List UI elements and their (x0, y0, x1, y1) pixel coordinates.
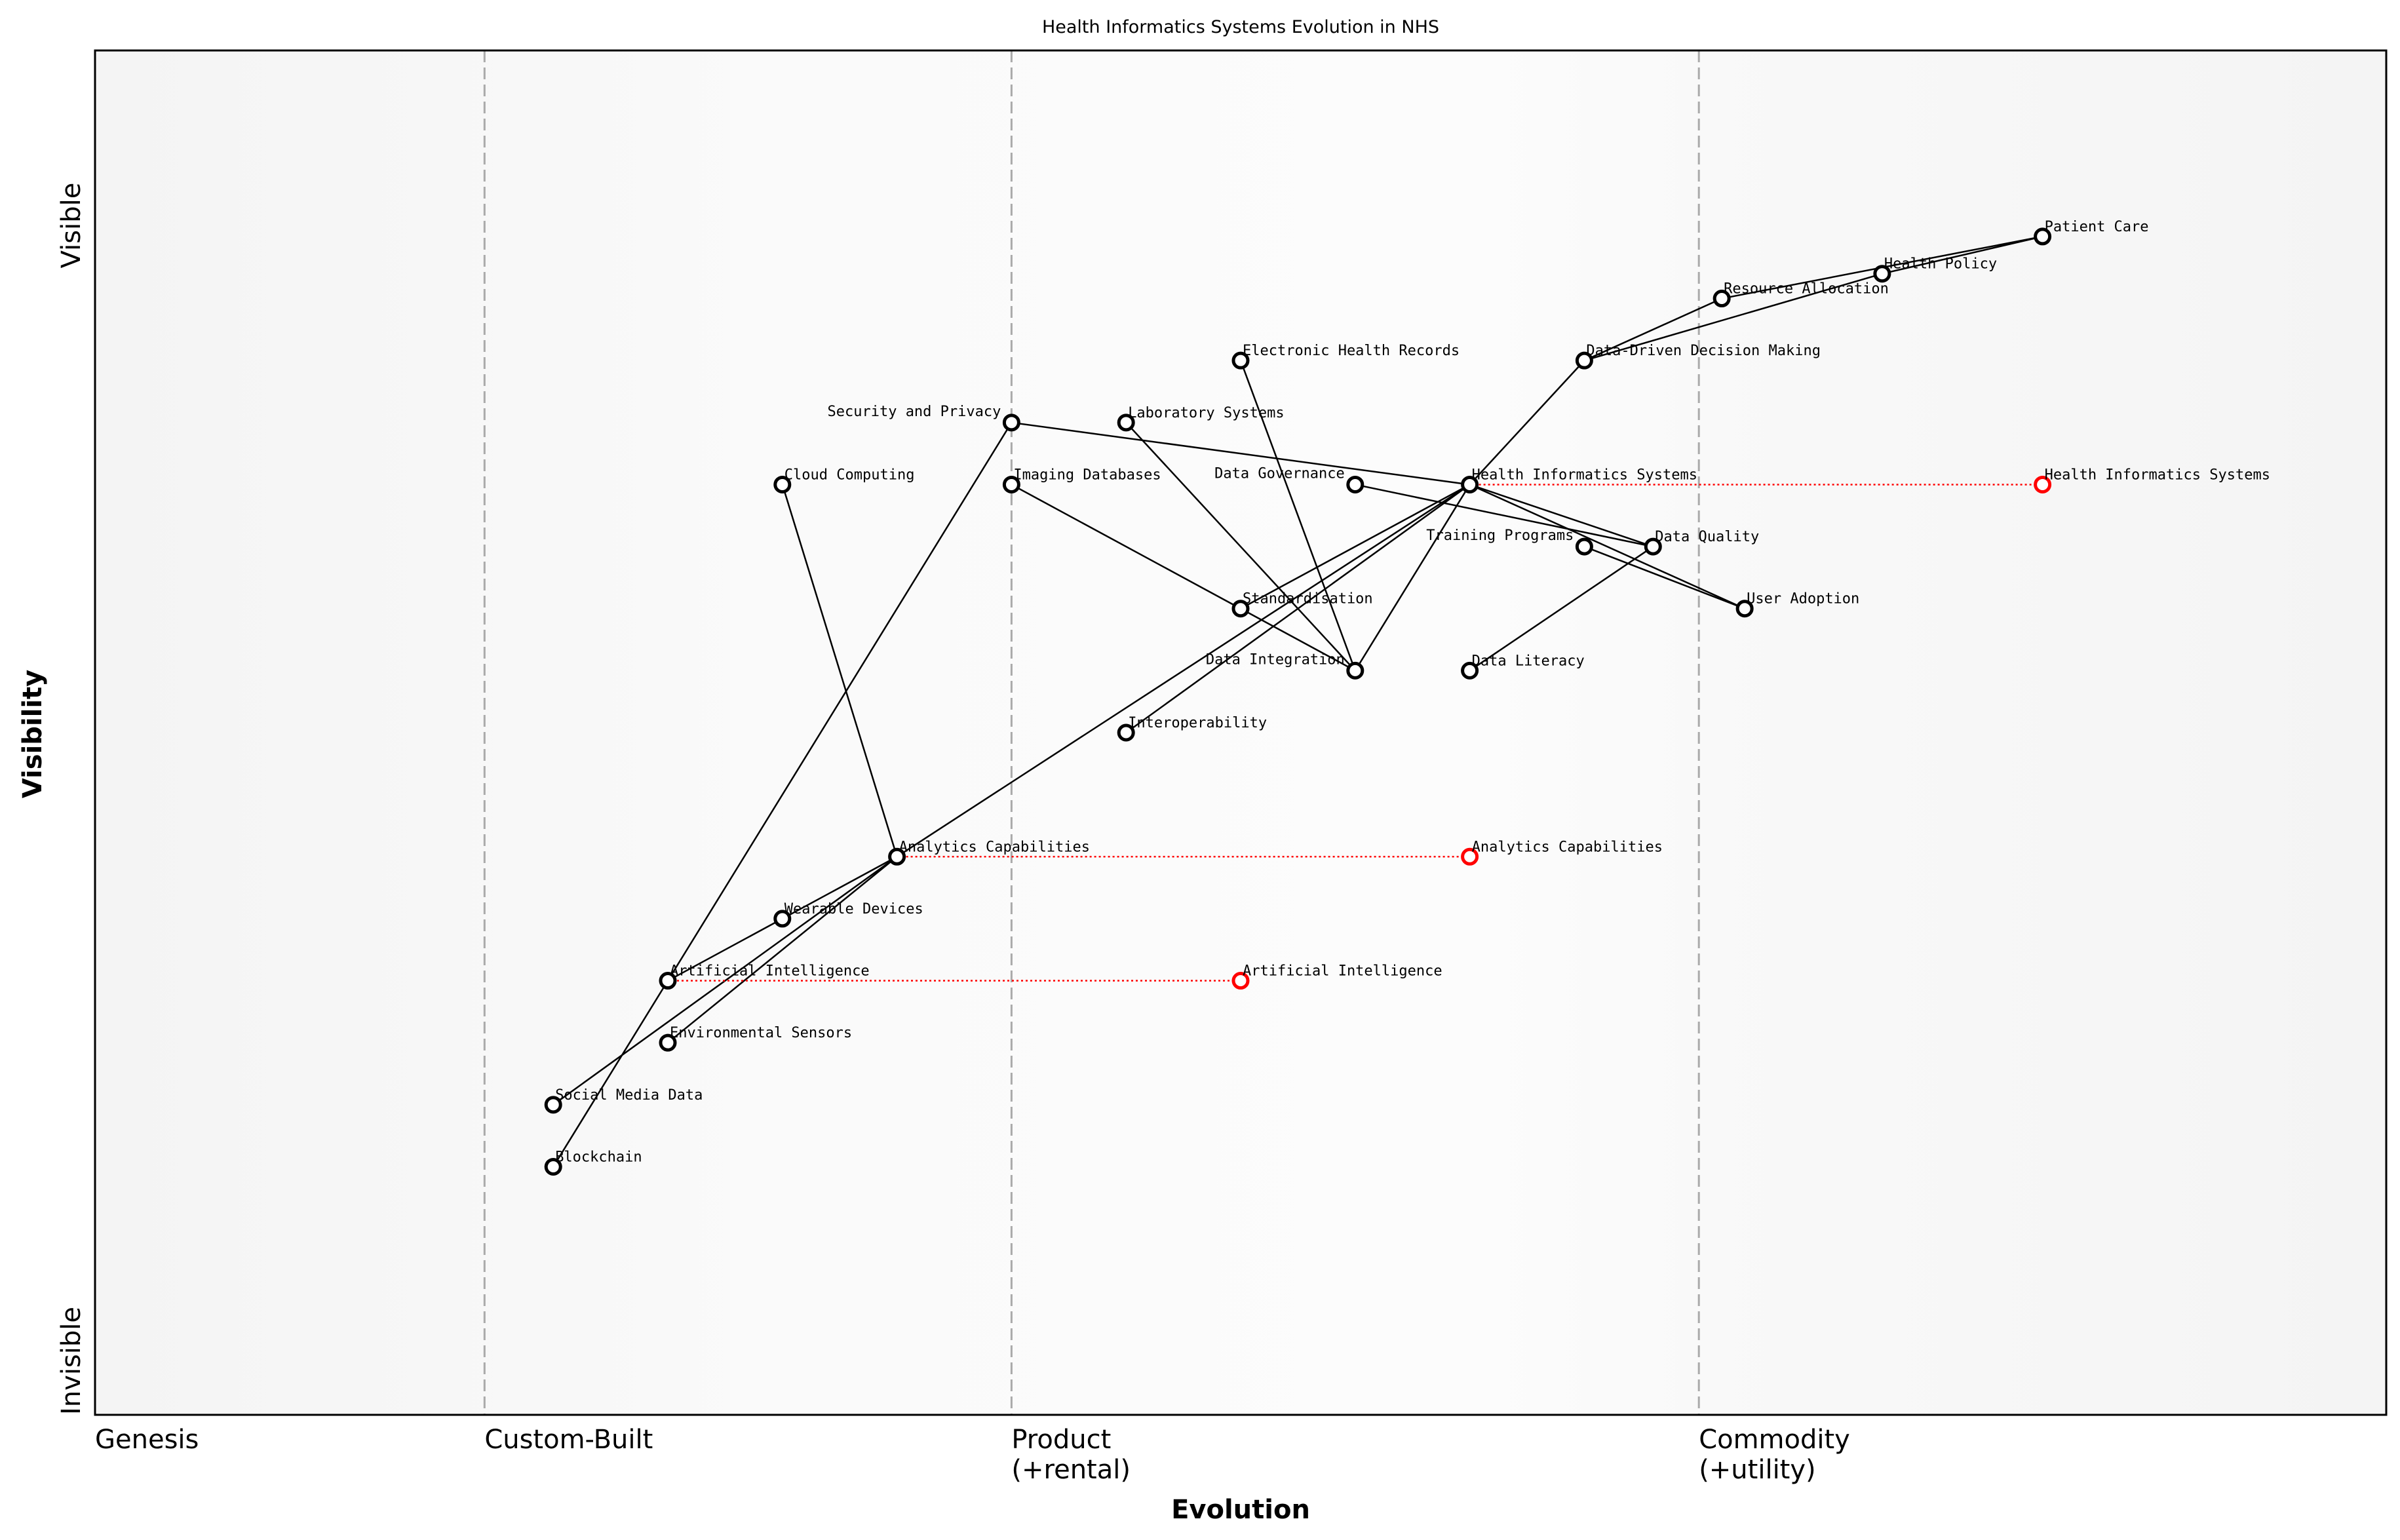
link-analytics-capabilities-to-social-media-data (552, 856, 898, 1106)
component-marker-analytics-capabilities (888, 847, 906, 866)
y-axis-title: Visibility (18, 670, 48, 798)
link-health-policy-to-data-driven-decision-making (1584, 273, 1883, 362)
component-label-user-adoption: User Adoption (1747, 591, 1859, 607)
component-marker-standardisation (1231, 600, 1250, 618)
component-label-analytics-capabilities: Analytics Capabilities (899, 839, 1090, 855)
component-marker-data-governance (1346, 475, 1365, 493)
component-marker-imaging-databases (1002, 475, 1020, 493)
link-analytics-capabilities-to-environmental-sensors (667, 856, 898, 1044)
stage-label-custom-built: Custom-Built (484, 1425, 653, 1455)
component-label-blockchain: Blockchain (555, 1149, 642, 1165)
component-marker-environmental-sensors (659, 1033, 677, 1052)
stage-label-line: (+rental) (1011, 1455, 1131, 1485)
evolved-marker-artificial-intelligence (1231, 972, 1250, 990)
stage-label-line: (+utility) (1699, 1455, 1815, 1485)
component-marker-social-media-data (544, 1096, 562, 1114)
plot-background (95, 50, 2386, 1415)
component-label-patient-care: Patient Care (2045, 219, 2149, 235)
component-label-data-quality: Data Quality (1655, 529, 1759, 545)
component-label-health-policy: Health Policy (1884, 256, 1997, 273)
evolved-label-analytics-capabilities: Analytics Capabilities (1472, 839, 1663, 855)
component-marker-artificial-intelligence (659, 972, 677, 990)
y-label-invisible: Invisible (56, 1307, 87, 1415)
component-label-wearable-devices: Wearable Devices (784, 901, 923, 917)
component-marker-training-programs (1575, 537, 1593, 556)
link-analytics-capabilities-to-wearable-devices (782, 856, 898, 920)
component-label-resource-allocation: Resource Allocation (1724, 281, 1889, 298)
link-health-informatics-systems-to-analytics-capabilities (896, 484, 1471, 858)
component-label-laboratory-systems: Laboratory Systems (1128, 405, 1284, 421)
chart-title: Health Informatics Systems Evolution in … (1042, 17, 1439, 37)
component-marker-blockchain (544, 1157, 562, 1176)
link-data-driven-decision-making-to-health-informatics-systems (1469, 360, 1585, 486)
component-marker-patient-care (2034, 227, 2052, 246)
stage-label-commodity: Commodity (+utility) (1699, 1425, 1850, 1485)
component-marker-data-integration (1346, 661, 1365, 680)
link-health-informatics-systems-to-security-and-privacy (1011, 421, 1470, 486)
component-marker-security-and-privacy (1002, 414, 1020, 432)
link-resource-allocation-to-data-driven-decision-making (1583, 298, 1722, 362)
evolved-marker-analytics-capabilities (1461, 847, 1479, 866)
link-security-and-privacy-to-blockchain (552, 422, 1013, 1168)
component-marker-health-policy (1873, 265, 1891, 283)
link-health-informatics-systems-to-data-integration (1354, 484, 1471, 672)
component-marker-data-driven-decision-making (1575, 351, 1593, 370)
component-label-social-media-data: Social Media Data (555, 1087, 703, 1104)
evolved-marker-health-informatics-systems (2034, 475, 2052, 493)
link-health-informatics-systems-to-data-quality (1469, 484, 1654, 548)
stage-label-product: Product (+rental) (1011, 1425, 1131, 1485)
link-laboratory-systems-to-data-integration (1125, 421, 1356, 672)
component-marker-cloud-computing (773, 475, 792, 493)
component-marker-interoperability (1117, 723, 1135, 742)
evolved-label-health-informatics-systems: Health Informatics Systems (2045, 467, 2270, 483)
link-imaging-databases-to-standardisation (1011, 484, 1241, 609)
component-marker-user-adoption (1735, 600, 1754, 618)
y-label-visible: Visible (56, 183, 87, 269)
component-label-data-governance: Data Governance (1214, 465, 1345, 482)
stage-label-genesis: Genesis (95, 1425, 199, 1455)
component-label-training-programs: Training Programs (1426, 528, 1574, 544)
component-label-environmental-sensors: Environmental Sensors (670, 1025, 852, 1041)
stage-label-line: Custom-Built (484, 1425, 653, 1455)
link-training-programs-to-user-adoption (1583, 545, 1745, 609)
component-label-security-and-privacy: Security and Privacy (827, 404, 1001, 420)
link-cloud-computing-to-analytics-capabilities (781, 484, 898, 857)
link-patient-care-to-health-policy (1882, 235, 2043, 275)
component-label-data-driven-decision-making: Data-Driven Decision Making (1586, 343, 1821, 359)
component-label-cloud-computing: Cloud Computing (784, 467, 915, 483)
component-label-data-integration: Data Integration (1206, 651, 1345, 668)
stage-label-line: Product (1011, 1425, 1111, 1455)
link-data-governance-to-data-quality (1355, 484, 1654, 548)
link-standardisation-to-data-integration (1240, 607, 1356, 672)
component-marker-health-informatics-systems (1461, 475, 1479, 493)
component-label-interoperability: Interoperability (1128, 715, 1267, 731)
stage-label-line: Commodity (1699, 1425, 1850, 1455)
evolved-label-artificial-intelligence: Artificial Intelligence (1243, 963, 1442, 980)
component-marker-electronic-health-records (1231, 351, 1250, 370)
component-label-standardisation: Standardisation (1243, 591, 1373, 607)
component-marker-resource-allocation (1713, 290, 1731, 308)
link-wearable-devices-to-artificial-intelligence (667, 917, 783, 982)
component-label-health-informatics-systems: Health Informatics Systems (1472, 467, 1697, 483)
component-marker-laboratory-systems (1117, 414, 1135, 432)
component-label-electronic-health-records: Electronic Health Records (1243, 343, 1460, 359)
x-axis-title: Evolution (1171, 1495, 1310, 1525)
link-health-informatics-systems-to-user-adoption (1469, 484, 1745, 609)
component-label-data-literacy: Data Literacy (1472, 653, 1585, 669)
stage-label-line: Genesis (95, 1425, 199, 1455)
component-marker-data-literacy (1461, 661, 1479, 680)
link-data-literacy-to-data-quality (1469, 546, 1654, 672)
link-electronic-health-records-to-data-integration (1239, 360, 1356, 671)
plot-frame (94, 49, 2388, 1416)
component-label-artificial-intelligence: Artificial Intelligence (670, 963, 870, 980)
component-label-imaging-databases: Imaging Databases (1013, 467, 1161, 483)
component-marker-wearable-devices (773, 910, 792, 928)
component-marker-data-quality (1644, 537, 1662, 556)
